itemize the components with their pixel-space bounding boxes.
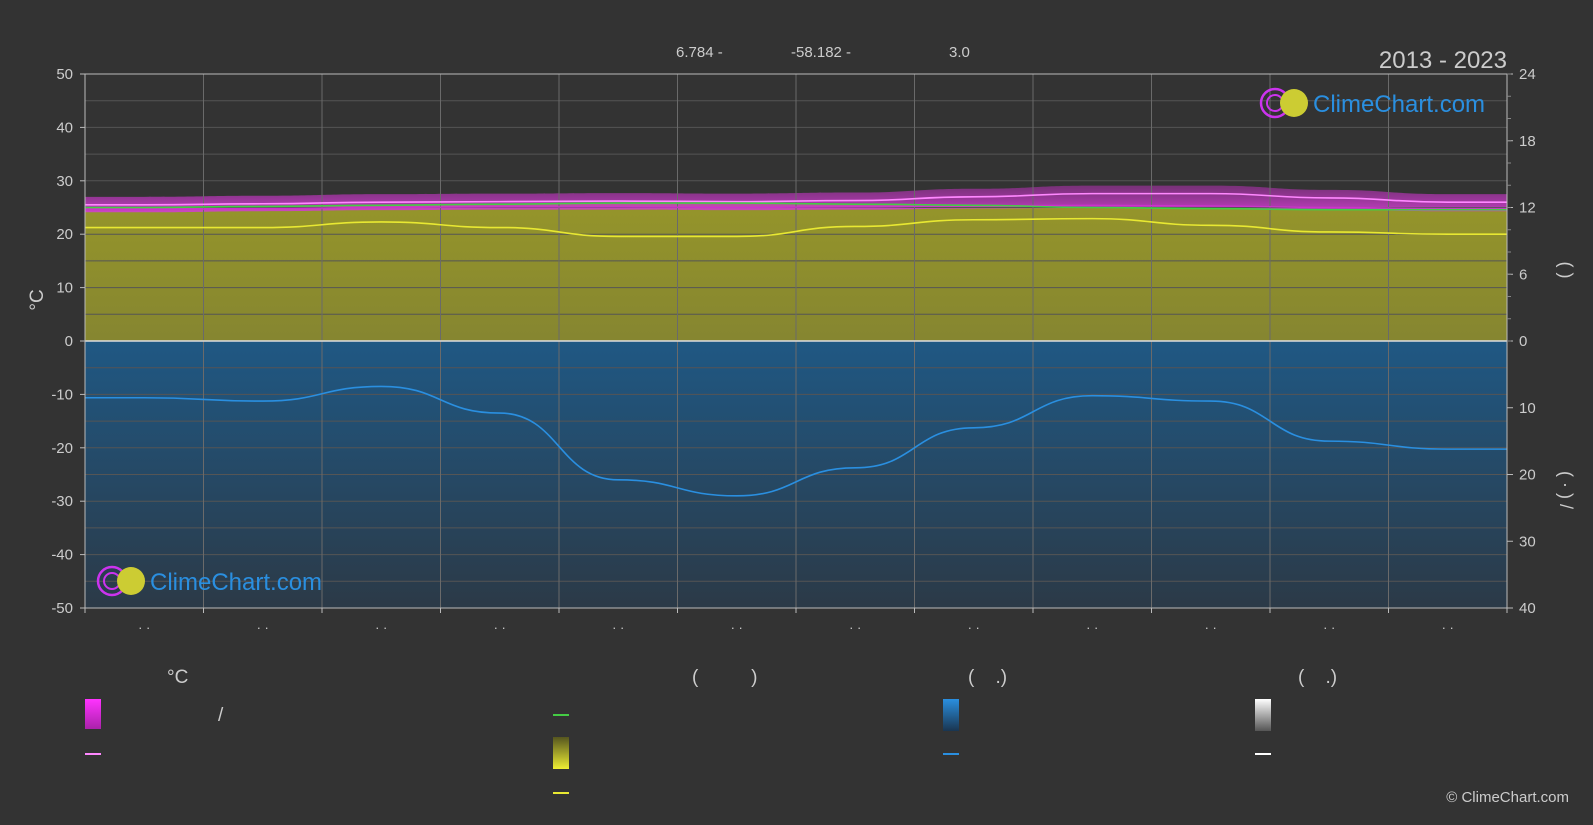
y-tick-left: 40 — [56, 119, 73, 136]
legend-header-snow: ( .) — [1298, 667, 1337, 688]
series-line-temp-min — [85, 204, 1507, 211]
y-tick-left: 10 — [56, 280, 73, 297]
legend-swatch-snow — [1255, 699, 1271, 731]
y-tick-left: 0 — [65, 333, 73, 350]
y-tick-right-precip: 10 — [1519, 400, 1536, 417]
series-line-temp-max — [85, 192, 1507, 206]
y-tick-right-hours: 6 — [1519, 266, 1527, 283]
x-tick-label: · · — [1323, 620, 1335, 635]
series-line-precipitation — [84, 385, 1507, 497]
x-tick-label: · · — [612, 620, 624, 635]
y-tick-left: 50 — [56, 66, 73, 83]
series-line-daylight — [85, 202, 1507, 211]
y-axis-label-right-bottom: ( · ) / — [1556, 471, 1576, 509]
y-tick-left: -50 — [51, 600, 73, 617]
legend-header-rain: ( .) — [968, 667, 1007, 688]
legend-slash: / — [218, 705, 224, 726]
logo-text: ClimeChart.com — [1313, 91, 1485, 118]
y-tick-left: -30 — [51, 493, 73, 510]
legend-header-temperature: °C — [167, 667, 188, 688]
coordinate-latitude: 6.784 - — [676, 44, 723, 61]
x-tick-label: · · — [731, 620, 743, 635]
legend-header-sunshine: ( ) — [692, 667, 757, 688]
y-axis-label-right-top: ( ) — [1556, 262, 1576, 279]
x-tick-label: · · — [375, 620, 387, 635]
x-tick-label: · · — [968, 620, 980, 635]
logo-text: ClimeChart.com — [150, 569, 322, 596]
y-axis-label-left: °C — [27, 289, 48, 310]
legend-swatch-temp-range — [85, 699, 101, 729]
logo-sun-icon — [117, 567, 145, 595]
logo-sun-icon — [1280, 89, 1308, 117]
y-tick-right-hours: 24 — [1519, 66, 1536, 83]
period-label: 2013 - 2023 — [1379, 47, 1507, 74]
x-tick-label: · · — [1442, 620, 1454, 635]
y-tick-left: -10 — [51, 386, 73, 403]
legend-swatch-rain — [943, 699, 959, 731]
x-tick-label: · · — [494, 620, 506, 635]
y-tick-right-hours: 18 — [1519, 133, 1536, 150]
y-tick-left: -20 — [51, 440, 73, 457]
x-tick-label: · · — [1086, 620, 1098, 635]
x-tick-label: · · — [849, 620, 861, 635]
y-tick-left: 30 — [56, 173, 73, 190]
copyright: © ClimeChart.com — [1446, 789, 1569, 806]
y-tick-right-precip: 30 — [1519, 533, 1536, 550]
x-axis-ticks: · · · · · · · · · · · · · · · · · · · · · · · · — [84, 608, 1508, 635]
series-line-sunshine — [85, 217, 1507, 238]
logo-top: ClimeChart.com — [1259, 87, 1485, 119]
y-tick-right-hours: 0 — [1519, 333, 1527, 350]
y-tick-right-precip: 20 — [1519, 467, 1536, 484]
x-tick-label: · · — [257, 620, 269, 635]
y-tick-left: -40 — [51, 547, 73, 564]
y-tick-right-hours: 12 — [1519, 200, 1536, 217]
x-tick-label: · · — [1205, 620, 1217, 635]
coordinate-longitude: -58.182 - — [791, 44, 851, 61]
logo-bottom: ClimeChart.com — [96, 565, 322, 597]
coordinate-elevation: 3.0 — [949, 44, 970, 61]
right-axis-ticks: 24 18 12 6 0 10 20 30 40 — [1507, 66, 1536, 617]
y-tick-right-precip: 40 — [1519, 600, 1536, 617]
legend-swatch-sunshine — [553, 737, 569, 769]
left-axis-ticks: 50 40 30 20 10 0 -10 -20 -30 -40 -50 — [51, 66, 85, 617]
x-tick-label: · · — [138, 620, 150, 635]
y-tick-left: 20 — [56, 226, 73, 243]
